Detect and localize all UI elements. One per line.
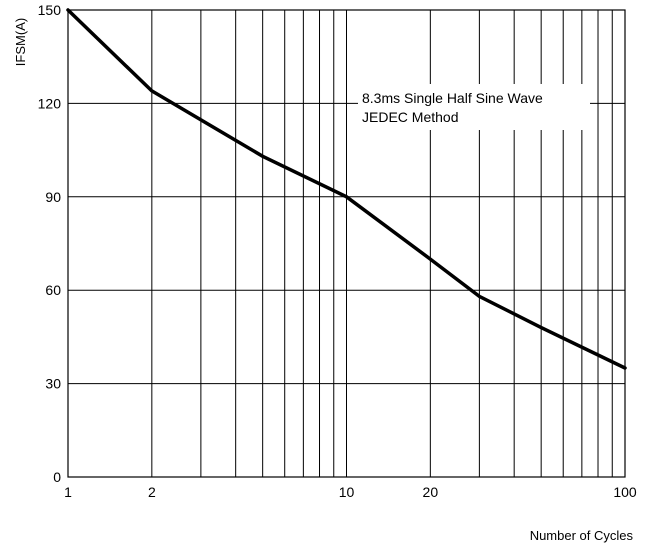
y-tick-label: 150 bbox=[38, 2, 62, 18]
x-axis-label: Number of Cycles bbox=[530, 528, 634, 543]
tick-labels: 1 2 10 20 100 0 30 60 90 120 150 bbox=[38, 2, 637, 500]
y-axis-label: IFSM(A) bbox=[13, 18, 28, 66]
x-tick-label: 1 bbox=[64, 484, 72, 500]
series-line bbox=[66, 8, 627, 370]
x-tick-label: 100 bbox=[613, 484, 637, 500]
grid-lines bbox=[68, 10, 625, 477]
x-tick-label: 2 bbox=[148, 484, 156, 500]
x-tick-label: 10 bbox=[339, 484, 355, 500]
x-tick-label: 20 bbox=[423, 484, 439, 500]
y-tick-label: 60 bbox=[45, 282, 61, 298]
plot-frame bbox=[67, 9, 626, 478]
y-tick-label: 90 bbox=[45, 189, 61, 205]
y-tick-label: 0 bbox=[53, 469, 61, 485]
y-tick-label: 120 bbox=[38, 95, 62, 111]
annotation-line-1: 8.3ms Single Half Sine Wave bbox=[362, 90, 543, 106]
annotation-background bbox=[358, 84, 590, 130]
annotation-line-2: JEDEC Method bbox=[362, 109, 458, 125]
y-tick-label: 30 bbox=[45, 376, 61, 392]
series bbox=[66, 8, 627, 370]
